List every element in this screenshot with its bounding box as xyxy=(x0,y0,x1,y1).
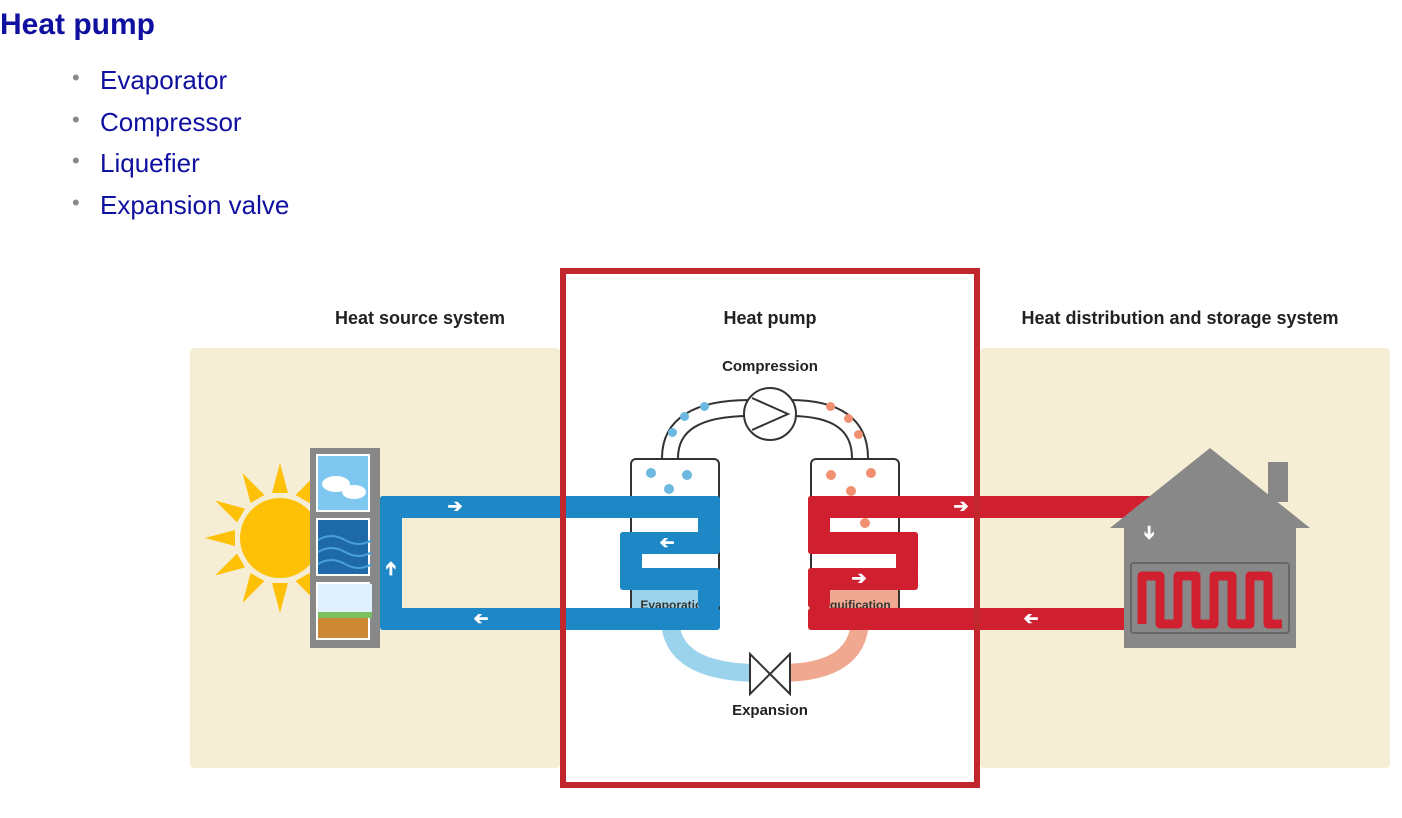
arrow-icon: ➔ xyxy=(1020,608,1042,629)
bullet-item: Expansion valve xyxy=(72,185,1402,227)
label-distribution: Heat distribution and storage system xyxy=(980,308,1380,329)
bullet-item: Evaporator xyxy=(72,60,1402,102)
bullet-item: Compressor xyxy=(72,102,1402,144)
label-source: Heat source system xyxy=(280,308,560,329)
bullet-list: Evaporator Compressor Liquefier Expansio… xyxy=(72,60,1402,226)
bullet-item: Liquefier xyxy=(72,143,1402,185)
highlight-box xyxy=(560,268,980,788)
page-title: Heat pump xyxy=(0,8,1402,42)
radiator-icon xyxy=(1130,562,1290,634)
arrow-icon: ➔ xyxy=(470,608,492,629)
diagram: Heat source system Heat pump Heat distri… xyxy=(190,308,1390,778)
arrow-icon: ➔ xyxy=(1139,522,1160,544)
arrow-icon: ➔ xyxy=(381,558,402,580)
collector-panel xyxy=(310,448,380,648)
arrow-icon: ➔ xyxy=(444,496,466,517)
